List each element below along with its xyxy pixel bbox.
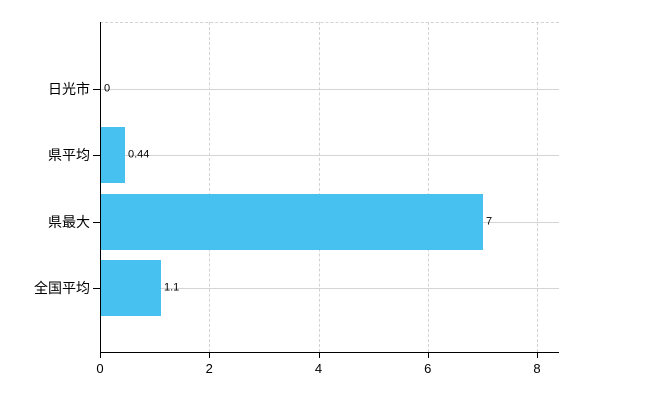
y-tick-0	[93, 89, 100, 90]
x-tick-label-6: 6	[424, 361, 432, 376]
value-label-2: 7	[486, 215, 493, 227]
x-tick-8	[537, 352, 538, 358]
x-tick-label-4: 4	[314, 361, 323, 376]
value-label-1: 0.44	[128, 148, 150, 161]
bar-3	[101, 260, 161, 316]
gridline-horizontal-1	[100, 155, 559, 156]
x-axis-line	[100, 352, 559, 353]
x-tick-0	[100, 352, 101, 358]
value-label-0: 0	[104, 82, 111, 95]
x-tick-label-0: 0	[96, 361, 104, 376]
y-tick-1	[93, 155, 100, 156]
gridline-vertical-2	[209, 22, 211, 352]
x-tick-label-8: 8	[533, 361, 541, 376]
plot-top-border	[100, 22, 559, 23]
y-tick-3	[93, 288, 100, 289]
category-label-3: 全国平均	[34, 280, 90, 296]
y-axis-line	[100, 22, 101, 352]
gridline-horizontal-3	[100, 288, 559, 289]
x-tick-2	[209, 352, 211, 358]
category-label-2: 県最大	[48, 213, 90, 230]
category-label-1: 県平均	[48, 147, 90, 163]
x-tick-6	[427, 352, 429, 358]
y-tick-2	[93, 221, 100, 223]
gridline-vertical-8	[537, 22, 538, 352]
gridline-vertical-4	[318, 22, 320, 352]
x-tick-4	[318, 352, 320, 358]
gridline-horizontal-0	[100, 89, 559, 90]
bar-1	[101, 127, 125, 183]
bar-2	[101, 193, 483, 250]
x-tick-label-2: 2	[205, 361, 213, 376]
gridline-vertical-6	[427, 22, 429, 352]
value-label-3: 1.1	[164, 281, 180, 294]
category-label-0: 日光市	[48, 81, 90, 97]
